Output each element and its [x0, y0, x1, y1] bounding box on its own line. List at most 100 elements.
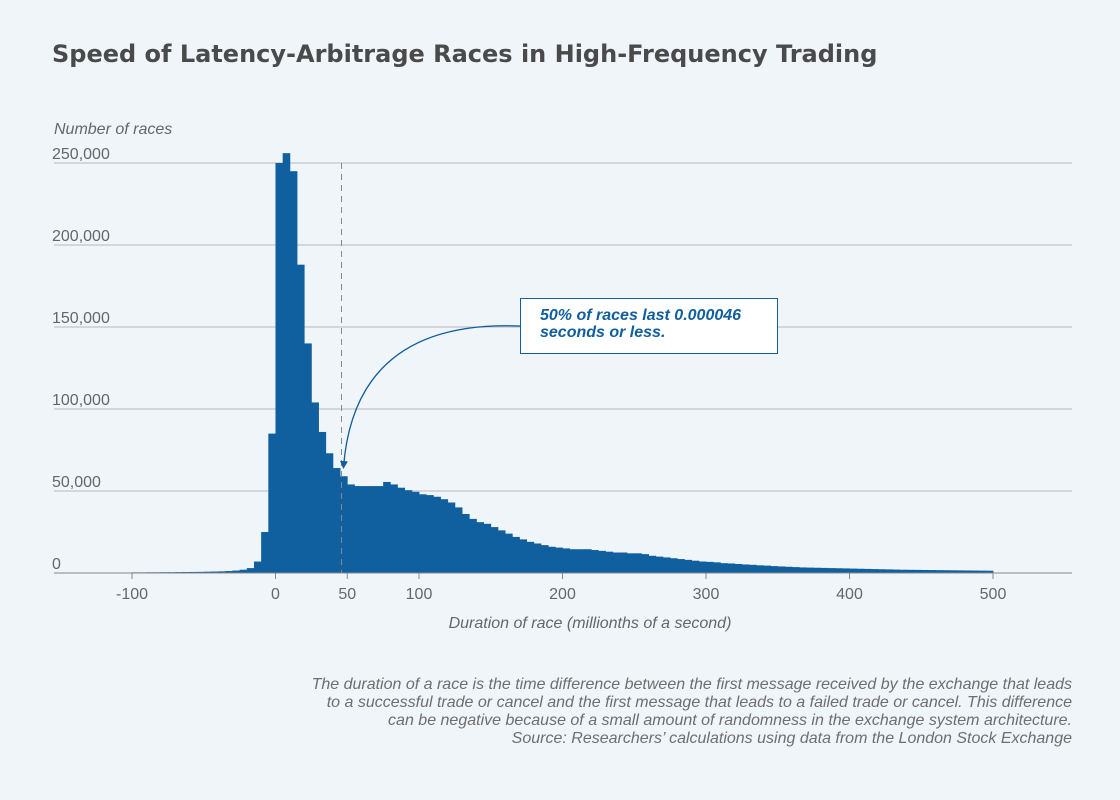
histogram-bar	[928, 570, 936, 573]
histogram-bar	[253, 561, 262, 573]
histogram-bar	[670, 558, 678, 573]
histogram-bar	[906, 569, 915, 573]
histogram-bar	[684, 559, 693, 573]
histogram-bar	[512, 536, 520, 573]
histogram-bar	[641, 554, 649, 573]
histogram-bar	[949, 570, 958, 573]
histogram-bar	[792, 567, 800, 573]
histogram-bar	[440, 499, 449, 573]
histogram-bar	[964, 570, 972, 573]
histogram-bar	[677, 559, 685, 573]
histogram-bar	[519, 539, 528, 573]
histogram-bar	[942, 570, 951, 573]
histogram-bar	[332, 468, 341, 573]
histogram-bar	[827, 568, 836, 573]
histogram-bar	[842, 568, 850, 573]
callout-line-1: 50% of races last 0.000046	[540, 307, 742, 324]
histogram-bar	[691, 560, 700, 573]
histogram-bar	[806, 567, 815, 573]
histogram-bar	[490, 527, 499, 573]
histogram-bar	[433, 496, 441, 573]
histogram-bar	[218, 571, 226, 573]
histogram-bar	[397, 487, 406, 573]
y-tick-label: 0	[52, 556, 61, 573]
callout-arrow	[340, 325, 521, 469]
histogram-bar	[648, 555, 657, 573]
histogram-bar	[454, 507, 463, 573]
histogram-bar	[576, 549, 585, 573]
histogram-bar	[863, 568, 872, 573]
histogram-bar	[749, 564, 757, 573]
histogram-bar	[340, 476, 348, 573]
histogram-bar	[971, 570, 980, 573]
histogram-bar	[562, 548, 571, 573]
histogram-bar	[225, 571, 233, 573]
x-axis-title: Duration of race (millionths of a second…	[449, 615, 732, 632]
histogram-bar	[899, 569, 908, 573]
x-tick-label: 50	[338, 586, 356, 603]
histogram-bar	[297, 264, 305, 573]
histogram-bar	[462, 513, 470, 573]
chart-title: Speed of Latency-Arbitrage Races in High…	[52, 40, 878, 68]
histogram-bar	[756, 565, 764, 573]
histogram-bar	[526, 541, 535, 573]
histogram-bar	[935, 570, 944, 573]
histogram-bar	[627, 553, 635, 573]
histogram-bar	[275, 163, 284, 573]
histogram-bar	[569, 549, 578, 573]
histogram-bar	[820, 567, 829, 573]
x-tick-label: 300	[693, 586, 720, 603]
histogram-bar	[777, 566, 786, 573]
histogram-bar	[856, 568, 865, 573]
histogram-bar	[390, 484, 398, 573]
histogram-bar	[813, 567, 822, 573]
histogram-bar	[548, 546, 556, 573]
histogram-bar	[203, 571, 212, 573]
histogram-bar	[411, 491, 420, 573]
footnote-line-3: can be negative because of a small amoun…	[388, 712, 1072, 729]
median-callout: 50% of races last 0.000046 seconds or le…	[520, 298, 778, 354]
histogram-bar	[885, 569, 893, 573]
histogram-bar	[375, 486, 384, 573]
histogram-bar	[591, 550, 599, 573]
histogram-bar	[871, 569, 879, 573]
histogram-bar	[318, 431, 327, 573]
histogram-bar	[354, 486, 362, 573]
y-tick-label: 250,000	[52, 146, 110, 163]
histogram-bar	[619, 552, 628, 573]
histogram-bar	[419, 494, 427, 573]
x-tick-label: 100	[406, 586, 433, 603]
histogram-bar	[304, 343, 312, 573]
histogram-bar	[189, 571, 197, 573]
histogram-bar	[289, 171, 298, 573]
histogram-bar	[268, 433, 276, 573]
histogram-bar	[598, 550, 606, 573]
histogram-bar	[447, 502, 456, 573]
histogram-bar	[892, 569, 901, 573]
footnote: The duration of a race is the time diffe…	[152, 676, 1072, 748]
histogram-bar	[799, 567, 807, 573]
histogram-bar	[282, 153, 291, 573]
footnote-line-2: to a successful trade or cancel and the …	[326, 694, 1072, 711]
x-tick-label: 500	[980, 586, 1007, 603]
histogram-bar	[383, 481, 391, 573]
histogram-bar	[368, 486, 377, 573]
histogram-bar	[246, 568, 255, 573]
histogram-bars	[132, 153, 994, 573]
histogram-bar	[727, 563, 736, 573]
x-tick-label: 400	[836, 586, 863, 603]
histogram-bar	[239, 569, 248, 573]
histogram-bar	[634, 553, 642, 573]
histogram-bar	[770, 566, 779, 573]
histogram-bar	[497, 530, 506, 573]
y-tick-label: 200,000	[52, 228, 110, 245]
y-axis-title: Number of races	[54, 121, 172, 138]
histogram-bar	[469, 518, 477, 573]
histogram-bar	[361, 486, 370, 573]
histogram-bar	[914, 569, 922, 573]
histogram-bar	[612, 552, 621, 573]
y-tick-label: 150,000	[52, 310, 110, 327]
histogram-bar	[605, 551, 614, 573]
histogram-bar	[720, 563, 728, 573]
